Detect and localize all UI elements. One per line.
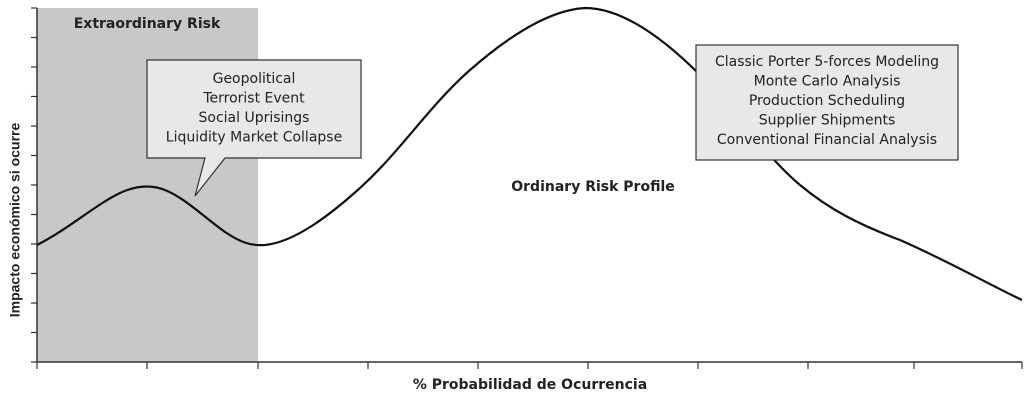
region-title: Extraordinary Risk bbox=[74, 16, 221, 32]
callout-line: Terrorist Event bbox=[202, 91, 305, 107]
callout-line: Monte Carlo Analysis bbox=[754, 74, 901, 90]
callout-line: Conventional Financial Analysis bbox=[717, 132, 937, 148]
callout-line: Liquidity Market Collapse bbox=[166, 130, 342, 146]
callout-line: Production Scheduling bbox=[749, 93, 905, 109]
callout-line: Supplier Shipments bbox=[759, 113, 896, 129]
x-axis-label: % Probabilidad de Ocurrencia bbox=[413, 377, 647, 393]
y-axis-label: Impacto económico si ocurre bbox=[7, 123, 23, 318]
callout-box bbox=[695, 44, 959, 161]
region-label: Ordinary Risk Profile bbox=[511, 179, 675, 195]
callout-box bbox=[146, 59, 362, 197]
risk-curve bbox=[36, 6, 1023, 301]
callout-line: Classic Porter 5-forces Modeling bbox=[715, 54, 939, 70]
callout-text: Geopolitical Terrorist Event Social Uprisi… bbox=[166, 71, 342, 146]
callout-line: Geopolitical bbox=[213, 71, 296, 87]
callout-line: Social Uprisings bbox=[199, 110, 310, 126]
callout-text: Classic Porter 5-forces Modeling Monte Ca… bbox=[715, 54, 939, 148]
axis-ticks bbox=[31, 7, 1023, 369]
